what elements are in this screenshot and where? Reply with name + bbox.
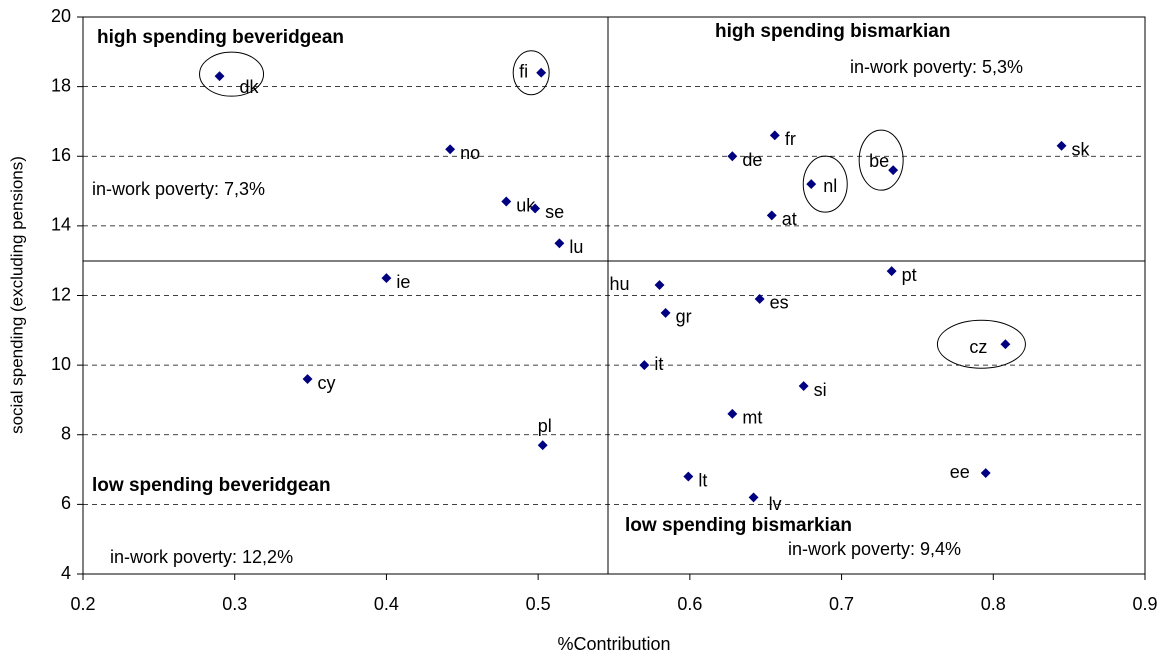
- highlight-ellipse: [199, 51, 265, 97]
- point: [727, 408, 738, 419]
- point-label: ee: [950, 462, 970, 482]
- point: [769, 130, 780, 141]
- point: [654, 280, 665, 291]
- x-axis-label: %Contribution: [557, 634, 670, 654]
- highlight-ellipse: [858, 129, 904, 191]
- point-label: dk: [240, 77, 260, 97]
- point-label: ie: [396, 272, 410, 292]
- y-tick-label: 14: [51, 215, 71, 235]
- point: [639, 360, 650, 371]
- point-label: pt: [902, 265, 917, 285]
- point: [445, 144, 456, 155]
- annotation: low spending bismarkian: [625, 515, 852, 536]
- y-tick-label: 12: [51, 284, 71, 304]
- point: [554, 238, 565, 249]
- x-tick-label: 0.7: [829, 594, 854, 614]
- point: [683, 471, 694, 482]
- point: [806, 179, 817, 190]
- plot-frame: [82, 16, 1146, 575]
- point-label: hu: [610, 274, 630, 294]
- point: [530, 203, 541, 214]
- y-tick-label: 4: [61, 563, 71, 583]
- point-label: si: [814, 380, 827, 400]
- highlight-ellipse: [802, 155, 848, 213]
- annotation: in-work poverty: 5,3%: [850, 57, 1023, 77]
- point-label: es: [770, 293, 789, 313]
- point: [888, 165, 899, 176]
- x-tick-label: 0.2: [70, 594, 95, 614]
- point: [886, 266, 897, 277]
- point-label: lu: [569, 237, 583, 257]
- point-label: lv: [769, 494, 782, 514]
- point-label: gr: [676, 307, 692, 327]
- point: [798, 381, 809, 391]
- x-tick-label: 0.8: [981, 594, 1006, 614]
- point: [660, 307, 671, 318]
- y-tick-label: 10: [51, 354, 71, 374]
- point-label: fi: [519, 61, 528, 81]
- x-tick-label: 0.6: [677, 594, 702, 614]
- x-tick-label: 0.9: [1132, 594, 1157, 614]
- point-label: se: [545, 202, 564, 222]
- point-label: be: [869, 151, 889, 171]
- annotation: in-work poverty: 7,3%: [92, 179, 265, 199]
- point-label: pl: [538, 416, 552, 436]
- point-label: cy: [318, 373, 336, 393]
- annotation: low spending beveridgean: [92, 475, 331, 496]
- point-label: nl: [823, 176, 837, 196]
- point: [214, 71, 225, 82]
- point: [302, 374, 313, 384]
- y-tick-label: 20: [51, 6, 71, 26]
- point-label: at: [782, 209, 797, 229]
- point: [727, 151, 738, 162]
- point-label: cz: [969, 337, 987, 357]
- point-label: it: [654, 354, 663, 374]
- x-tick-label: 0.3: [222, 594, 247, 614]
- y-tick-label: 16: [51, 145, 71, 165]
- point: [766, 210, 777, 221]
- point-label: lt: [698, 470, 707, 490]
- highlight-ellipse: [512, 50, 550, 96]
- point: [536, 67, 547, 78]
- point: [501, 196, 512, 207]
- point-label: mt: [742, 408, 762, 428]
- annotation: in-work poverty: 9,4%: [788, 539, 961, 559]
- annotation: high spending beveridgean: [97, 27, 344, 48]
- point: [748, 492, 759, 503]
- point: [980, 468, 991, 478]
- point-label: sk: [1072, 140, 1091, 160]
- x-tick-label: 0.5: [526, 594, 551, 614]
- y-axis-label: social spending (excluding pensions): [7, 156, 26, 434]
- point: [1000, 339, 1011, 350]
- point-label: no: [460, 143, 480, 163]
- y-tick-label: 18: [51, 75, 71, 95]
- point: [537, 440, 548, 451]
- point-label: de: [742, 150, 762, 170]
- point-label: uk: [516, 195, 536, 215]
- x-tick-label: 0.4: [374, 594, 399, 614]
- point: [754, 294, 765, 304]
- point: [1056, 140, 1067, 151]
- y-tick-label: 6: [61, 493, 71, 513]
- point: [381, 273, 392, 284]
- highlight-ellipse: [936, 319, 1026, 369]
- annotation: high spending bismarkian: [715, 21, 950, 42]
- point-label: fr: [785, 129, 796, 149]
- y-tick-label: 8: [61, 424, 71, 444]
- annotation: in-work poverty: 12,2%: [110, 547, 293, 567]
